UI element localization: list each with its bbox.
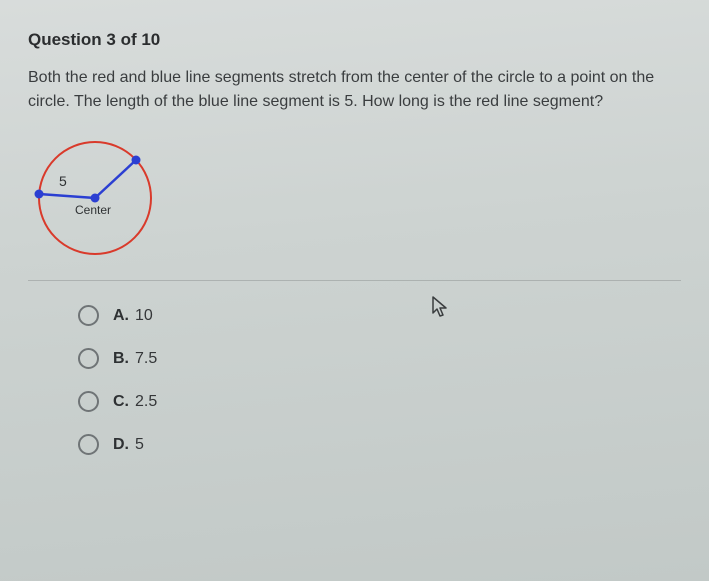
option-value: 2.5: [135, 393, 157, 411]
blue-radius-upper: [95, 160, 136, 198]
radio-icon[interactable]: [78, 391, 99, 412]
option-letter: C.: [113, 393, 129, 411]
option-value: 10: [135, 307, 153, 325]
radius-length-label: 5: [59, 173, 67, 189]
option-letter: A.: [113, 307, 129, 325]
center-label: Center: [75, 203, 111, 217]
answer-options: A. 10 B. 7.5 C. 2.5 D. 5: [28, 305, 681, 455]
option-a[interactable]: A. 10: [78, 305, 681, 326]
blue-radius-left: [39, 194, 95, 198]
radio-icon[interactable]: [78, 434, 99, 455]
question-header: Question 3 of 10: [28, 30, 681, 50]
radio-icon[interactable]: [78, 348, 99, 369]
option-d[interactable]: D. 5: [78, 434, 681, 455]
point-upper: [132, 156, 141, 165]
option-c[interactable]: C. 2.5: [78, 391, 681, 412]
option-value: 5: [135, 436, 144, 454]
option-b[interactable]: B. 7.5: [78, 348, 681, 369]
option-letter: D.: [113, 436, 129, 454]
divider: [28, 280, 681, 281]
circle-diagram: 5 Center: [23, 128, 168, 268]
point-left: [35, 190, 44, 199]
question-prompt: Both the red and blue line segments stre…: [28, 66, 668, 114]
radio-icon[interactable]: [78, 305, 99, 326]
point-center: [91, 194, 100, 203]
option-letter: B.: [113, 350, 129, 368]
option-value: 7.5: [135, 350, 157, 368]
